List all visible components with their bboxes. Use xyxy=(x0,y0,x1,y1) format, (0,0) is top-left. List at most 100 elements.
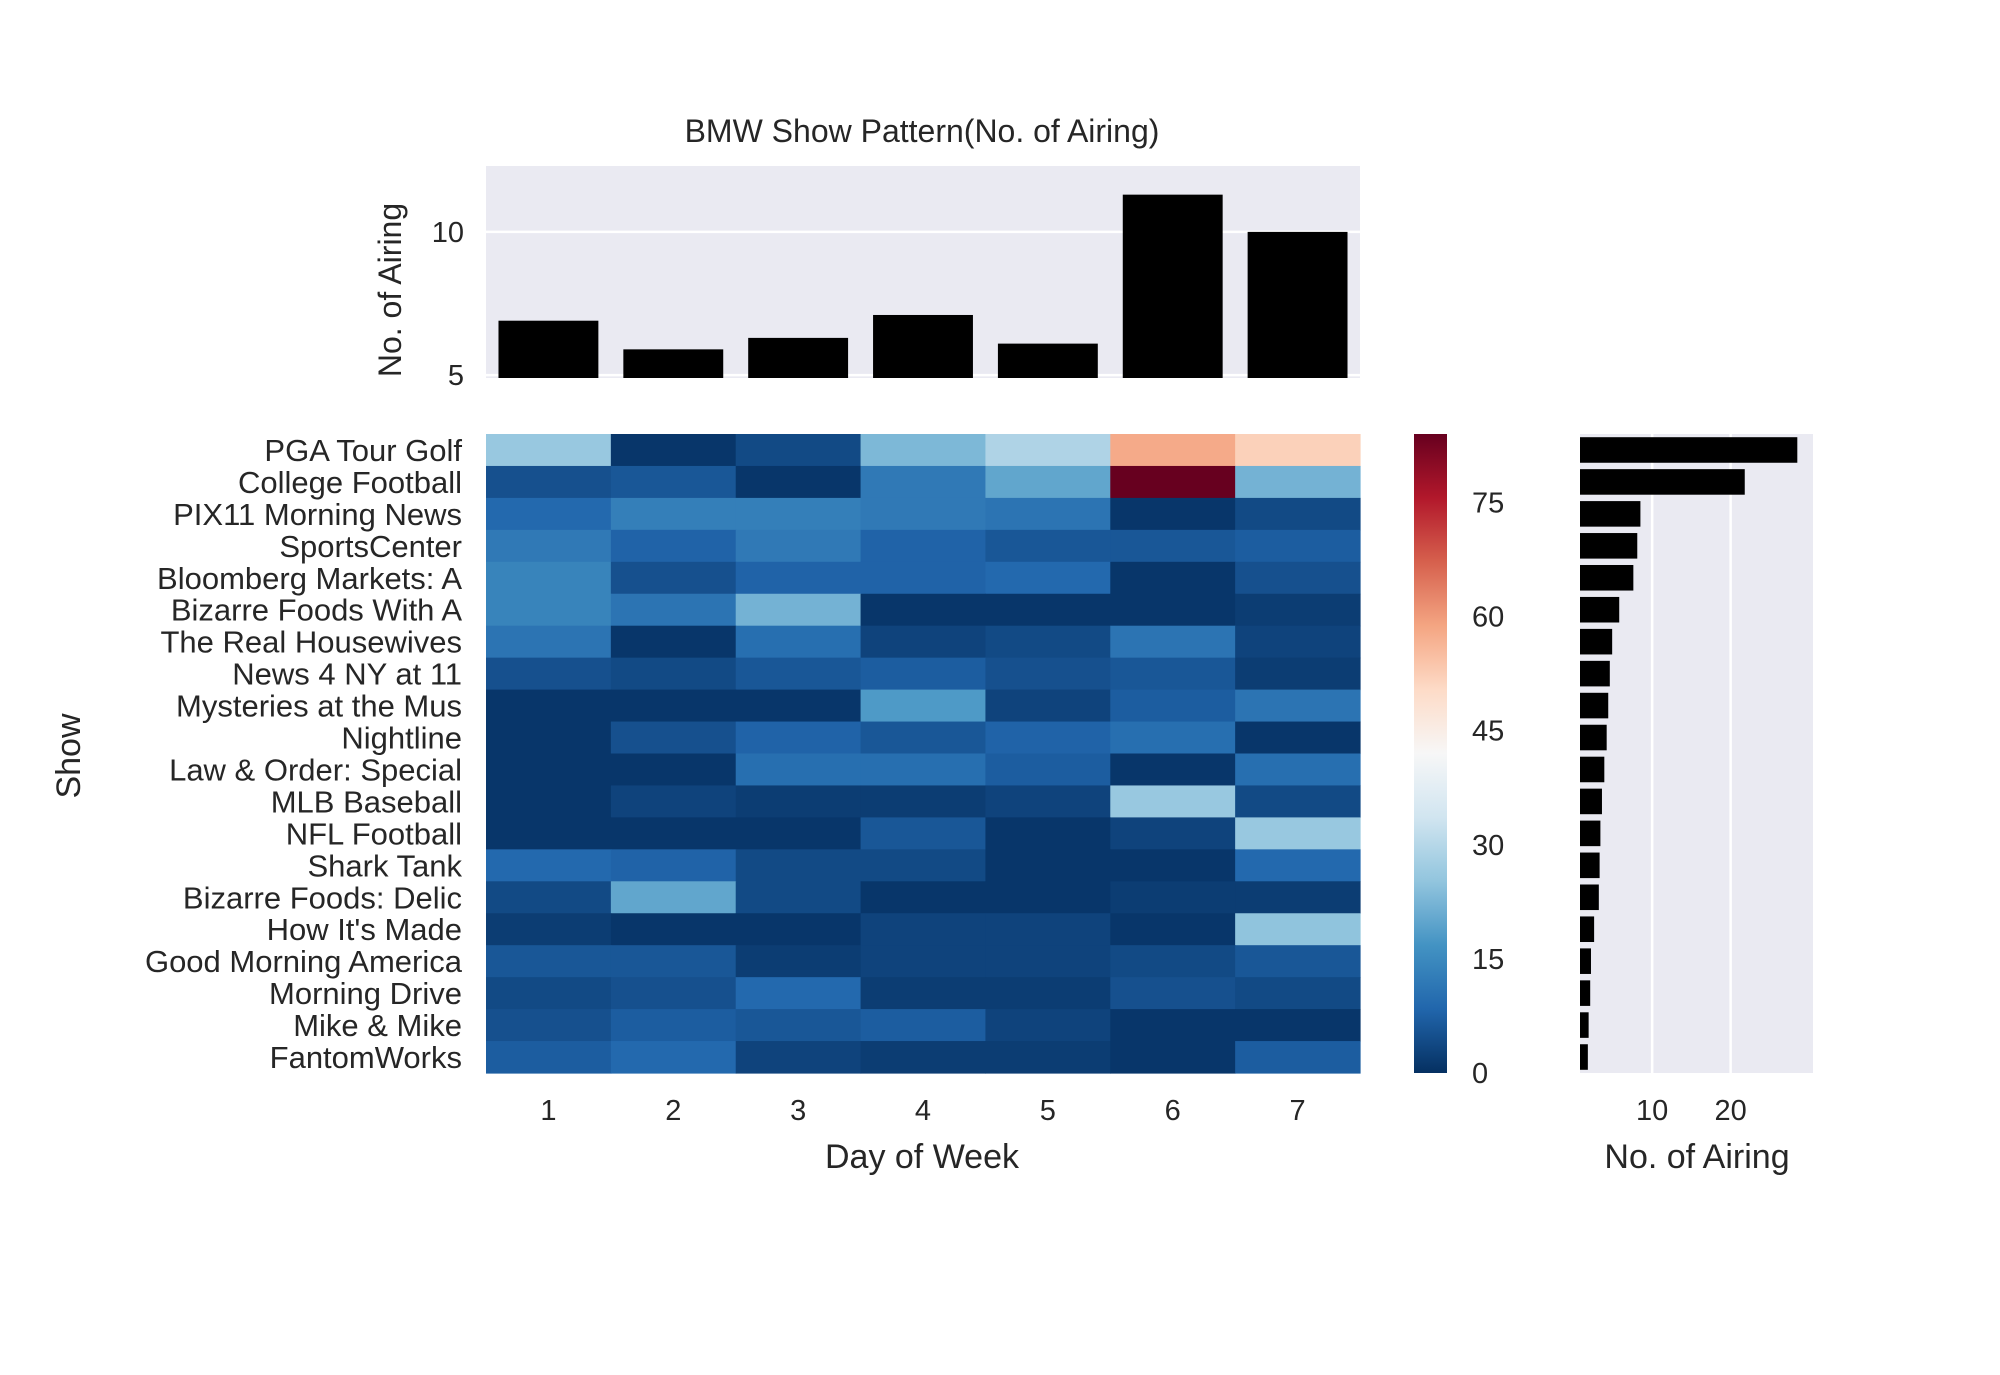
colorbar-tick-label: 30 xyxy=(1472,830,1504,862)
heatmap-cell xyxy=(486,657,612,691)
heatmap-cell xyxy=(860,913,987,946)
heatmap-cell xyxy=(610,529,737,563)
heatmap-cell xyxy=(610,753,737,787)
top-bar xyxy=(623,349,724,378)
right-bar xyxy=(1580,884,1599,911)
heatmap-cell xyxy=(486,849,612,882)
heatmap-cell xyxy=(735,753,862,787)
heatmap-row-label: College Football xyxy=(238,465,462,500)
heatmap-row-label: Good Morning America xyxy=(145,944,463,979)
heatmap-cell xyxy=(1235,434,1361,467)
heatmap-row-label: How It's Made xyxy=(267,912,462,947)
heatmap-cell xyxy=(860,785,987,818)
heatmap-cell xyxy=(860,529,987,563)
heatmap-cell xyxy=(610,1041,737,1074)
heatmap-row-label: Mike & Mike xyxy=(293,1008,462,1043)
heatmap-cell xyxy=(735,657,862,691)
heatmap-cell xyxy=(860,1041,987,1074)
right-plot-background xyxy=(1580,434,1813,1073)
heatmap-cell xyxy=(1235,497,1361,531)
heatmap-cell xyxy=(735,785,862,818)
heatmap-cell xyxy=(610,434,737,467)
heatmap-cell xyxy=(735,529,862,563)
right-bar xyxy=(1580,628,1613,655)
heatmap-cell xyxy=(1110,689,1236,723)
heatmap-cell xyxy=(1110,625,1236,659)
heatmap-cell xyxy=(860,657,987,691)
heatmap-cell xyxy=(486,753,612,787)
heatmap-cell xyxy=(486,721,612,755)
heatmap-cell xyxy=(610,1009,737,1042)
heatmap-cell xyxy=(1110,753,1236,787)
heatmap-cell xyxy=(985,753,1111,787)
right-x-tick-label: 10 xyxy=(1636,1095,1668,1127)
heatmap-cell xyxy=(1235,753,1361,787)
heatmap-cell xyxy=(735,689,862,723)
heatmap-cell xyxy=(610,977,737,1010)
top-bar xyxy=(1247,231,1348,378)
heatmap-cell xyxy=(1110,817,1236,850)
heatmap-cell xyxy=(1235,465,1361,499)
heatmap-cell xyxy=(1235,657,1361,691)
right-bar xyxy=(1580,469,1745,495)
heatmap-row-label: PIX11 Morning News xyxy=(173,497,462,532)
heatmap-row-label: Bloomberg Markets: A xyxy=(157,561,462,596)
heatmap-cell xyxy=(860,721,987,755)
heatmap-cell xyxy=(860,849,987,882)
heatmap-cell xyxy=(1110,849,1236,882)
colorbar-tick-label: 75 xyxy=(1472,487,1504,519)
heatmap-cell xyxy=(1110,1041,1236,1074)
heatmap-cell xyxy=(1110,913,1236,946)
top-bars xyxy=(498,194,1348,378)
heatmap-cell xyxy=(1235,721,1361,755)
heatmap-cell xyxy=(985,465,1111,499)
heatmap-column-label: 7 xyxy=(1290,1095,1306,1127)
right-bar-chart: 10 20 No. of Airing xyxy=(1580,434,1813,1176)
right-bar xyxy=(1580,533,1638,559)
top-y-tick-label: 5 xyxy=(448,360,464,392)
heatmap-cell xyxy=(1110,721,1236,755)
heatmap-cell xyxy=(486,434,612,467)
right-bar xyxy=(1580,916,1595,943)
heatmap-row-label: Nightline xyxy=(341,721,462,756)
heatmap-cell xyxy=(860,881,987,914)
colorbar: 0 15 30 45 60 75 xyxy=(1414,434,1504,1090)
heatmap-cell xyxy=(610,657,737,691)
heatmap-cell xyxy=(985,1041,1111,1074)
heatmap-cell xyxy=(1110,561,1236,595)
heatmap-cell xyxy=(985,593,1111,627)
top-y-tick-label: 10 xyxy=(432,217,464,249)
heatmap-cell xyxy=(1235,881,1361,914)
heatmap-cell xyxy=(735,593,862,627)
heatmap-cell xyxy=(735,721,862,755)
heatmap-cell xyxy=(486,1009,612,1042)
heatmap-cell xyxy=(1110,529,1236,563)
right-bar xyxy=(1580,980,1591,1006)
heatmap-cell xyxy=(735,881,862,914)
heatmap-cell xyxy=(735,913,862,946)
heatmap-cell xyxy=(985,721,1111,755)
right-x-tick-labels: 10 20 xyxy=(1636,1095,1747,1127)
right-x-tick-label: 20 xyxy=(1714,1095,1746,1127)
heatmap-cell xyxy=(1235,529,1361,563)
heatmap-column-label: 3 xyxy=(790,1095,806,1127)
heatmap-row-label: Shark Tank xyxy=(307,848,462,883)
heatmap-cell xyxy=(1235,913,1361,946)
heatmap-cell xyxy=(1235,945,1361,978)
heatmap-cell xyxy=(860,561,987,595)
heatmap-cell xyxy=(610,849,737,882)
heatmap-cell xyxy=(610,625,737,659)
heatmap-cell xyxy=(1235,593,1361,627)
right-bar xyxy=(1580,948,1591,974)
heatmap-cell xyxy=(610,817,737,850)
colorbar-tick-label: 45 xyxy=(1472,716,1504,748)
heatmap-cell xyxy=(1110,945,1236,978)
heatmap-cell xyxy=(985,689,1111,723)
right-bar xyxy=(1580,820,1601,847)
top-bar xyxy=(873,314,973,378)
heatmap-cell xyxy=(860,465,987,499)
heatmap-cell xyxy=(610,689,737,723)
top-bar xyxy=(1122,194,1223,378)
